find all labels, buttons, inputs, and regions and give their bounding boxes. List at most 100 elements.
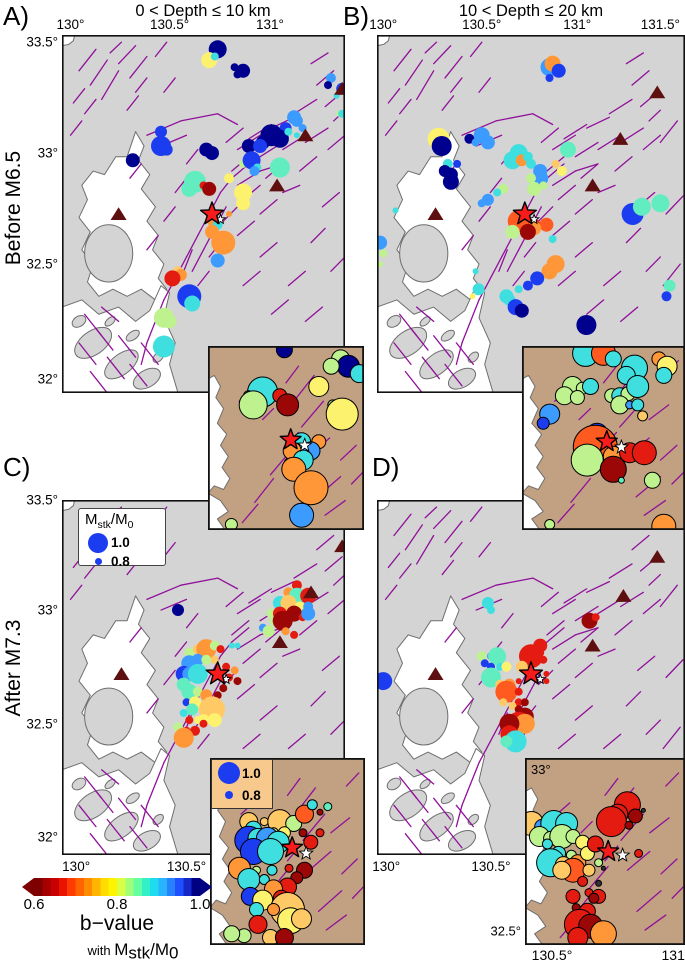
b-value-point [527,181,542,196]
b-value-point [582,863,596,877]
sea-area [522,375,545,493]
inset-size-legend: 1.0 0.8 [211,759,273,809]
fault-line [309,852,331,871]
b-value-point [493,188,502,197]
fault-line [405,372,422,393]
b-value-point [293,470,329,506]
b-value-point [315,828,325,838]
fault-line [558,185,575,199]
b-value-point [210,655,219,664]
map-border [522,346,685,530]
sea-area [62,35,75,46]
b-value-point [216,645,225,654]
b-value-point [290,114,303,127]
b-value-point [181,683,198,700]
fault-line [434,46,451,64]
b-value-point [257,838,284,865]
fault-line [650,818,669,833]
b-value-point [289,502,315,528]
map-border [210,758,365,945]
volcano-triangle [584,178,601,192]
b-value-point [631,398,645,412]
fault-line [422,820,439,841]
inset-map-d [525,758,685,945]
b-value-point [276,393,300,417]
fault-line [575,200,592,214]
fault-line [232,621,249,635]
fault-line [575,628,598,635]
sea-area [377,35,390,46]
island [440,791,456,806]
fault-line [255,478,274,502]
fault-line [558,271,575,285]
sea-area [62,500,75,511]
fault-line [434,336,451,357]
fault-line [533,114,553,125]
size-legend-big-label: 1.0 [111,535,130,550]
b-value-point [431,136,452,156]
b-value-point [570,443,604,477]
b-value-point [306,799,318,811]
b-value-point [543,670,550,677]
open-star-epicenter [296,437,313,453]
fault-line [388,553,399,567]
fault-line [442,560,453,574]
depth-title-left: 0 < Depth ≤ 10 km [135,2,271,20]
tick-label: 131° [563,17,592,32]
mainshock-star [281,836,304,858]
b-value-point [291,580,302,591]
fault-line [260,200,277,214]
b-value-point [471,138,480,147]
fault-line [96,329,113,350]
fault-line [579,409,590,420]
b-value-point [184,295,201,312]
island [416,344,457,385]
b-value-point [480,659,489,668]
fault-line [445,56,462,77]
tick-label: 130.5° [149,17,190,32]
fault-line [107,820,124,841]
size-legend: Mstk/M0 1.0 0.8 [78,508,166,569]
fault-line [417,536,434,564]
fault-line [136,78,147,92]
tick-label: 33° [37,145,58,161]
inset-d-lat-top: 33° [531,762,551,777]
fault-line [632,71,649,85]
fault-line [283,185,300,192]
fault-line [417,307,434,321]
fault-line [575,164,598,171]
fault-line [107,357,124,378]
sea-area [210,908,230,945]
fault-line [155,763,163,784]
b-value-point [223,925,241,943]
fault-line [547,628,564,642]
fault-line [581,164,598,178]
fault-line [386,585,397,599]
fault-line [490,178,501,192]
b-value-point [503,151,522,170]
fault-line [353,885,365,898]
island [101,806,141,846]
b-value-point [230,666,239,675]
fault-line [325,557,342,571]
fault-line [604,734,621,748]
b-value-point [377,261,384,268]
fault-line [649,405,669,420]
mainshock-star [199,201,225,225]
fault-line [462,699,473,713]
fault-line [553,221,570,235]
fault-line [164,207,175,221]
panel-d-label: D) [372,452,400,482]
b-value-point [325,73,336,83]
fault-line [571,478,591,502]
volcano-triangle [297,128,314,142]
fault-line [553,685,570,699]
fault-line [302,401,324,427]
mainshock-star [597,839,620,862]
b-value-point [551,159,560,168]
fault-line [479,543,490,557]
fault-line [331,720,345,734]
fault-line [328,135,345,149]
b-value-point [481,597,494,609]
b-value-point [207,713,222,728]
